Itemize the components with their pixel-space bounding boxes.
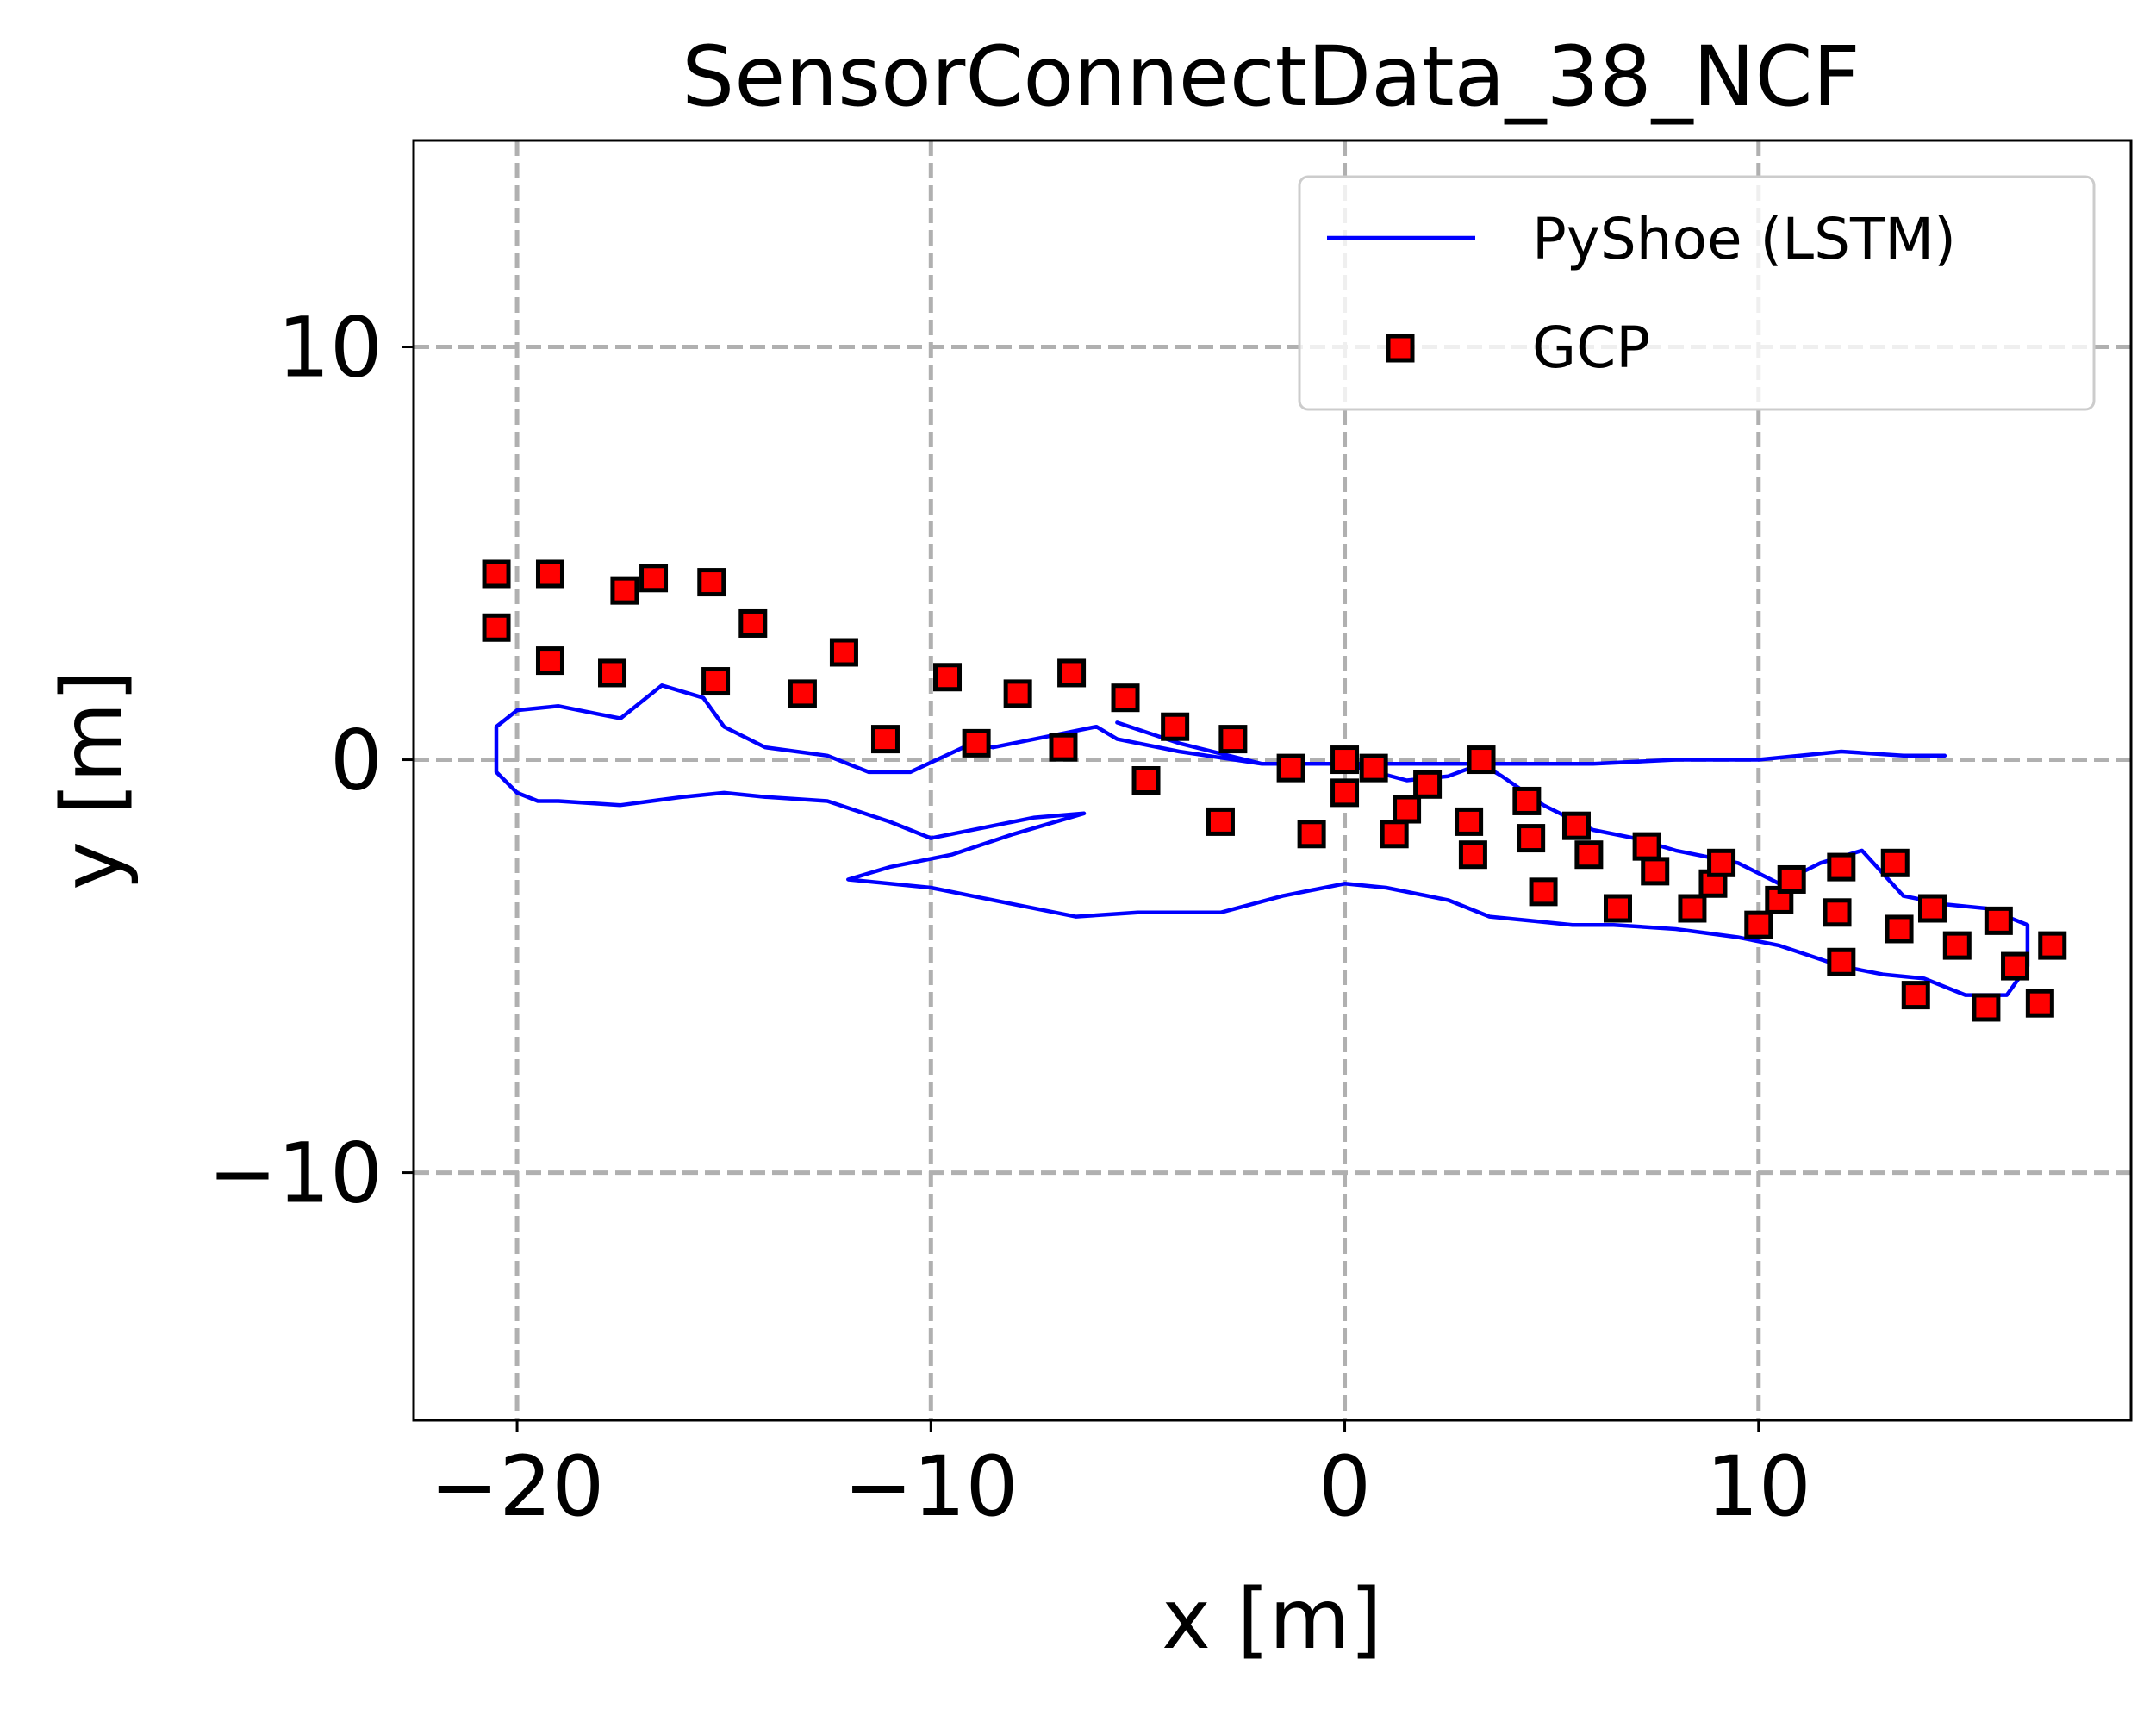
gcp-marker xyxy=(535,559,564,589)
gcp-marker xyxy=(697,568,726,597)
plot-series xyxy=(482,559,2067,1022)
x-tick-label: 10 xyxy=(1706,1438,1811,1535)
y-tick-label: 0 xyxy=(330,713,383,809)
y-tick-label: −10 xyxy=(208,1126,383,1222)
gcp-marker xyxy=(933,663,963,692)
gcp-marker xyxy=(1206,807,1235,836)
gcp-marker xyxy=(2025,989,2054,1018)
gcp-marker xyxy=(1561,811,1591,840)
gcp-marker xyxy=(1942,931,1972,960)
gcp-marker xyxy=(1276,753,1305,783)
gcp-marker xyxy=(1823,898,1852,927)
gcp-marker xyxy=(1641,857,1670,886)
gcp-marker xyxy=(2001,951,2030,981)
gcp-marker xyxy=(1330,778,1360,808)
gcp-marker xyxy=(1604,894,1633,923)
gcp-marker xyxy=(1678,894,1707,923)
x-tick-label: −10 xyxy=(844,1438,1019,1535)
gcp-marker xyxy=(1131,766,1161,795)
gcp-marker xyxy=(1827,947,1856,976)
gcp-marker xyxy=(639,564,669,593)
gcp-marker xyxy=(1393,795,1422,824)
gcp-marker xyxy=(482,559,511,589)
gcp-marker xyxy=(1359,753,1388,783)
gcp-marker xyxy=(1880,848,1910,877)
chart-title: SensorConnectData_38_NCF xyxy=(682,28,1860,125)
gcp-marker xyxy=(701,667,731,696)
gcp-marker xyxy=(1744,910,1773,939)
legend-marker-gcp xyxy=(1386,334,1415,363)
gcp-marker xyxy=(610,576,639,605)
gcp-marker xyxy=(1297,820,1326,849)
y-axis-label: y [m] xyxy=(44,670,140,890)
gcp-marker xyxy=(2038,931,2067,960)
gcp-marker xyxy=(1901,981,1930,1010)
gcp-marker xyxy=(788,679,817,708)
gcp-marker xyxy=(1003,679,1032,708)
legend-box xyxy=(1298,175,2096,411)
gcp-marker xyxy=(1458,840,1487,870)
gcp-marker xyxy=(1455,807,1484,836)
gcp-marker xyxy=(1049,733,1078,762)
plot-frame xyxy=(412,139,2133,1422)
gcp-marker xyxy=(738,608,768,638)
gcp-marker xyxy=(1529,877,1558,907)
legend-label-pyshoe: PyShoe (LSTM) xyxy=(1532,206,1956,272)
gcp-marker xyxy=(1512,786,1542,815)
gcp-marker xyxy=(598,658,627,688)
gcp-marker xyxy=(1917,894,1947,923)
gcp-marker xyxy=(870,725,900,754)
gcp-marker xyxy=(1574,840,1604,870)
gcp-marker xyxy=(1413,770,1443,799)
gcp-marker xyxy=(1885,914,1914,944)
legend: PyShoe (LSTM) GCP xyxy=(1298,175,2096,411)
gcp-marker xyxy=(1984,906,2013,935)
axis-ticks: −20 −10 0 10 −10 0 10 xyxy=(208,300,1810,1535)
x-tick-label: −20 xyxy=(430,1438,605,1535)
gcp-marker xyxy=(1827,852,1856,882)
x-axis-label: x [m] xyxy=(1162,1571,1382,1668)
gcp-marker xyxy=(535,646,564,676)
gcp-marker xyxy=(1707,848,1736,877)
gcp-marker xyxy=(1218,725,1248,754)
x-tick-label: 0 xyxy=(1318,1438,1371,1535)
gcp-marker xyxy=(829,638,858,667)
gcp-marker xyxy=(1111,683,1140,713)
gcp-marker xyxy=(1330,745,1360,775)
gcp-marker xyxy=(1972,993,2001,1022)
gcp-marker xyxy=(1632,832,1661,861)
y-tick-label: 10 xyxy=(277,300,383,396)
gcp-marker xyxy=(482,613,511,642)
gcp-marker xyxy=(1161,712,1190,741)
legend-label-gcp: GCP xyxy=(1532,315,1650,381)
gcp-marker xyxy=(1380,820,1409,849)
gcp-marker xyxy=(1057,658,1087,688)
gcp-marker xyxy=(1777,864,1806,894)
gcp-marker xyxy=(962,728,991,758)
gcp-marker xyxy=(1467,745,1496,775)
gcp-marker xyxy=(1517,824,1546,853)
